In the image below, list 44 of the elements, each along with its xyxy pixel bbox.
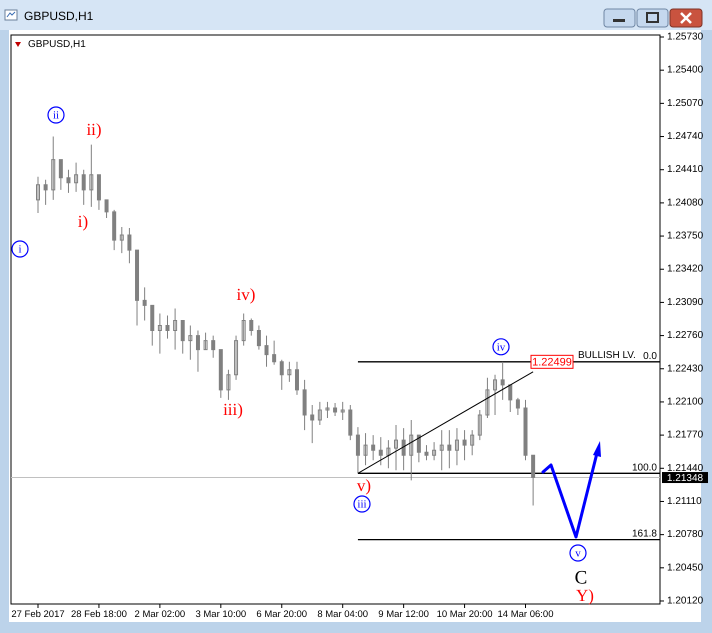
y-tick-label: 1.25730 bbox=[667, 32, 704, 43]
x-tick-label: 14 Mar 06:00 bbox=[498, 609, 554, 620]
annotation: iv bbox=[496, 341, 506, 354]
annotation: v) bbox=[356, 476, 372, 495]
x-tick-label: 8 Mar 04:00 bbox=[317, 609, 368, 620]
y-tick-label: 1.22430 bbox=[667, 363, 704, 374]
x-tick-label: 10 Mar 20:00 bbox=[436, 609, 493, 620]
annotation: ii) bbox=[86, 120, 102, 139]
y-tick-label: 1.24410 bbox=[667, 164, 704, 176]
ref-line-label: 1.21348 bbox=[666, 473, 704, 484]
y-tick-label: 1.23750 bbox=[667, 230, 704, 242]
y-tick-label: 1.24080 bbox=[667, 197, 704, 208]
chart-title: GBPUSD,H1 bbox=[24, 9, 94, 23]
annotation: BULLISH LV. bbox=[578, 350, 636, 361]
annotation: 0.0 bbox=[643, 350, 658, 362]
chart-subtitle: GBPUSD,H1 bbox=[28, 39, 86, 50]
x-tick-label: 28 Feb 18:00 bbox=[70, 609, 127, 620]
y-tick-label: 1.20780 bbox=[667, 529, 704, 540]
annotation: v bbox=[575, 548, 582, 560]
y-tick-label: 1.20450 bbox=[667, 562, 704, 574]
y-tick-label: 1.23420 bbox=[667, 264, 704, 275]
x-tick-label: 2 Mar 02:00 bbox=[134, 609, 186, 620]
annotation: 100.0 bbox=[632, 462, 658, 474]
x-tick-label: 3 Mar 10:00 bbox=[195, 609, 246, 620]
y-tick-label: 1.21440 bbox=[667, 462, 704, 474]
y-tick-label: 1.23090 bbox=[667, 296, 704, 308]
y-tick-label: 1.21770 bbox=[667, 430, 704, 441]
x-tick-label: 9 Mar 12:00 bbox=[378, 609, 429, 620]
annotation: iii bbox=[357, 498, 367, 511]
y-tick-label: 1.22100 bbox=[667, 396, 704, 408]
y-tick-label: 1.21110 bbox=[667, 496, 702, 507]
annotation: 161.8 bbox=[632, 528, 658, 540]
x-tick-label: 6 Mar 20:00 bbox=[256, 609, 308, 620]
annotation: ii bbox=[52, 110, 60, 122]
y-tick-label: 1.24740 bbox=[667, 131, 704, 142]
y-tick-label: 1.25400 bbox=[667, 64, 704, 76]
y-tick-label: 1.20120 bbox=[667, 595, 704, 606]
annotation: iii) bbox=[223, 400, 243, 419]
annotation: iv) bbox=[236, 284, 256, 304]
y-tick-label: 1.22760 bbox=[667, 330, 704, 342]
y-tick-label: 1.25070 bbox=[667, 98, 704, 109]
x-tick-label: 27 Feb 2017 bbox=[11, 609, 65, 620]
annotation: i) bbox=[78, 212, 88, 231]
text: i bbox=[18, 244, 22, 256]
